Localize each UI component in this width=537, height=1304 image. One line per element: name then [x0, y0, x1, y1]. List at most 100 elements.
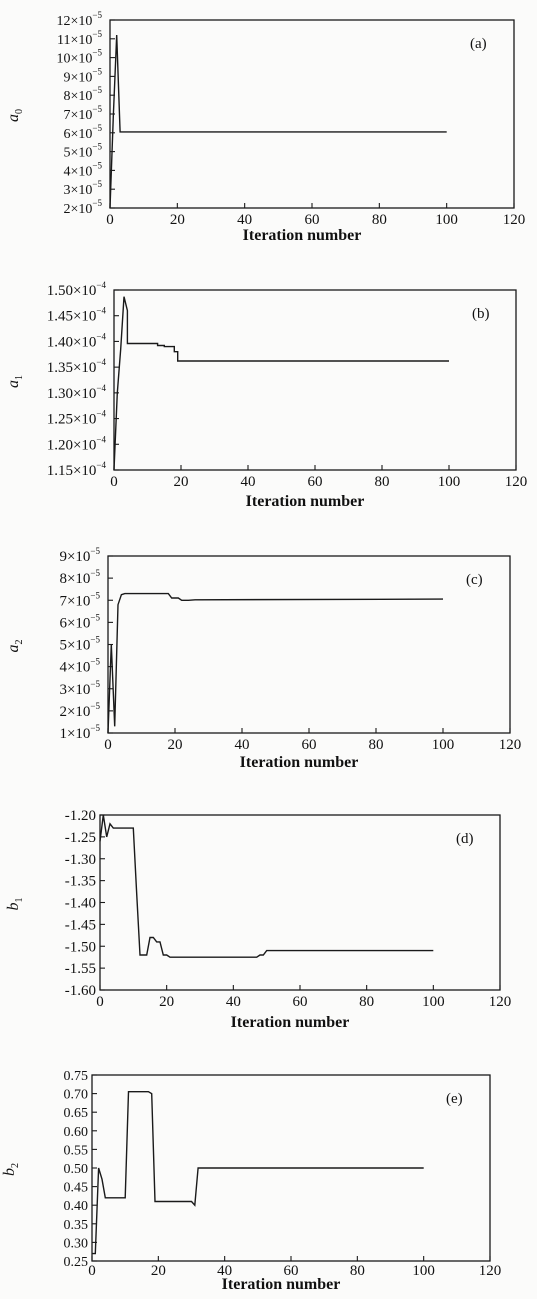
- y-tick-mantissa: 0.45: [64, 1181, 89, 1196]
- panel-tag: (c): [466, 572, 483, 588]
- y-tick-label: 0.45: [64, 1181, 89, 1196]
- y-tick-label: 5×10−5: [64, 142, 103, 161]
- y-tick-mantissa: 2×10: [64, 202, 93, 217]
- y-tick-label: 10×10−5: [57, 48, 103, 67]
- x-axis-label: Iteration number: [243, 227, 362, 244]
- x-tick-label: 120: [479, 1263, 502, 1279]
- y-tick-mantissa: 0.50: [64, 1162, 89, 1177]
- x-axis-label: Iteration number: [222, 1276, 341, 1293]
- y-axis-label-main: a: [5, 380, 22, 388]
- y-tick-mantissa: 7×10: [59, 593, 90, 609]
- y-tick-mantissa: 0.75: [64, 1069, 89, 1084]
- y-tick-label: 1×10−5: [59, 723, 100, 742]
- y-tick-mantissa: -1.20: [65, 808, 96, 824]
- y-tick-label: 4×10−5: [64, 160, 103, 179]
- panel-tag: (d): [456, 831, 474, 847]
- x-tick-label: 60: [293, 994, 308, 1010]
- y-tick-exponent: −5: [90, 657, 100, 667]
- y-tick-mantissa: 4×10: [59, 660, 90, 676]
- y-tick-label: 1.35×10−4: [47, 357, 107, 376]
- y-tick-mantissa: 8×10: [64, 89, 93, 104]
- x-tick-label: 20: [168, 737, 183, 753]
- y-tick-mantissa: 1.15×10: [47, 463, 97, 479]
- x-tick-label: 0: [106, 212, 114, 228]
- panel-tag: (a): [470, 36, 487, 52]
- series-line: [99, 814, 434, 958]
- y-tick-mantissa: -1.60: [65, 983, 96, 999]
- x-tick-label: 0: [110, 474, 118, 490]
- x-tick-label: 60: [305, 212, 320, 228]
- y-tick-exponent: −5: [90, 679, 100, 689]
- y-tick-mantissa: 0.65: [64, 1106, 89, 1121]
- y-tick-label: -1.40: [65, 896, 96, 912]
- y-tick-mantissa: 1×10: [59, 726, 90, 742]
- y-tick-label: 12×10−5: [57, 10, 103, 29]
- y-tick-exponent: −5: [90, 723, 100, 733]
- panel-tag: (b): [472, 306, 490, 322]
- y-tick-label: 7×10−5: [59, 590, 100, 609]
- y-tick-label: 1.40×10−4: [47, 331, 107, 350]
- x-tick-label: 80: [375, 474, 390, 490]
- y-tick-label: 0.55: [64, 1143, 89, 1158]
- x-tick-label: 80: [350, 1263, 365, 1279]
- y-tick-mantissa: 1.20×10: [47, 437, 97, 453]
- y-tick-exponent: −5: [90, 568, 100, 578]
- y-tick-label: 0.35: [64, 1218, 89, 1233]
- y-axis-label-sub: 1: [14, 375, 25, 380]
- x-tick-label: 100: [435, 212, 458, 228]
- y-axis-label-sub: 2: [10, 1163, 21, 1168]
- x-tick-label: 100: [438, 474, 461, 490]
- x-tick-label: 60: [308, 474, 323, 490]
- y-tick-exponent: −5: [90, 546, 100, 556]
- y-tick-label: -1.55: [65, 961, 96, 977]
- y-tick-exponent: −5: [92, 66, 102, 76]
- y-tick-mantissa: 9×10: [59, 549, 90, 565]
- y-tick-mantissa: 6×10: [59, 615, 90, 631]
- y-axis-label: b1: [5, 898, 25, 911]
- y-tick-exponent: −5: [92, 29, 102, 39]
- y-tick-mantissa: -1.45: [65, 917, 96, 933]
- y-tick-label: 6×10−5: [64, 123, 103, 142]
- x-tick-label: 40: [217, 1263, 232, 1279]
- y-tick-label: 9×10−5: [64, 66, 103, 85]
- y-tick-label: 1.20×10−4: [47, 434, 107, 453]
- y-tick-label: 0.25: [64, 1255, 89, 1270]
- y-tick-exponent: −4: [96, 383, 106, 393]
- y-tick-exponent: −5: [92, 48, 102, 58]
- y-axis-label: a1: [5, 375, 25, 388]
- y-tick-mantissa: 0.30: [64, 1236, 89, 1251]
- y-tick-exponent: −5: [92, 142, 102, 152]
- y-axis-label: a0: [5, 109, 25, 122]
- y-tick-exponent: −4: [96, 434, 106, 444]
- x-tick-label: 100: [422, 994, 445, 1010]
- y-tick-mantissa: 7×10: [64, 108, 93, 123]
- y-axis-label-main: a: [5, 645, 22, 653]
- y-tick-label: 9×10−5: [59, 546, 100, 565]
- y-tick-label: 8×10−5: [64, 85, 103, 104]
- x-tick-label: 80: [369, 737, 384, 753]
- x-tick-label: 100: [432, 737, 455, 753]
- y-tick-label: -1.25: [65, 830, 96, 846]
- y-tick-label: 0.30: [64, 1236, 89, 1251]
- x-tick-label: 0: [96, 994, 104, 1010]
- y-axis-label-main: b: [1, 1168, 18, 1176]
- y-tick-exponent: −4: [96, 331, 106, 341]
- y-tick-label: 0.40: [64, 1199, 89, 1214]
- y-axis-label: a2: [5, 640, 25, 653]
- y-tick-mantissa: 10×10: [57, 52, 93, 67]
- y-tick-mantissa: 0.40: [64, 1199, 89, 1214]
- y-tick-mantissa: 1.25×10: [47, 412, 97, 428]
- y-tick-label: 0.60: [64, 1125, 89, 1140]
- y-tick-label: 11×10−5: [57, 29, 102, 48]
- y-tick-exponent: −5: [90, 701, 100, 711]
- series-line: [107, 592, 444, 734]
- x-tick-label: 120: [505, 474, 528, 490]
- y-tick-mantissa: -1.50: [65, 939, 96, 955]
- y-tick-mantissa: 2×10: [59, 704, 90, 720]
- panel-e: 0 20 40 60 80 100 120 0.25 0.30 0.35 0.40 0.45 0.50 0…: [1, 1069, 501, 1293]
- y-tick-mantissa: -1.55: [65, 961, 96, 977]
- x-tick-label: 40: [237, 212, 252, 228]
- x-tick-label: 80: [372, 212, 387, 228]
- y-tick-mantissa: 12×10: [57, 14, 93, 29]
